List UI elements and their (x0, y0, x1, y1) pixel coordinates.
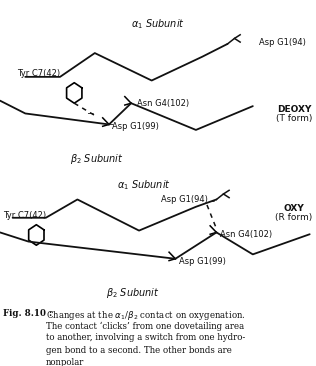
Text: $\beta_2$ Subunit: $\beta_2$ Subunit (70, 152, 123, 166)
Text: $\beta_2$ Subunit: $\beta_2$ Subunit (106, 286, 160, 300)
Text: nonpolar: nonpolar (46, 358, 84, 366)
Text: Changes at the $\alpha_1$/$\beta_2$ contact on oxygenation.: Changes at the $\alpha_1$/$\beta_2$ cont… (46, 309, 246, 322)
Text: (R form): (R form) (275, 213, 313, 222)
Text: Asn G4(102): Asn G4(102) (220, 230, 272, 239)
Text: DEOXY: DEOXY (277, 105, 311, 114)
Text: $\alpha_1$ Subunit: $\alpha_1$ Subunit (117, 178, 171, 192)
Text: The contact ‘clicks’ from one dovetailing area: The contact ‘clicks’ from one dovetailin… (46, 321, 244, 330)
Text: Asp G1(94): Asp G1(94) (161, 195, 208, 204)
Text: −: − (207, 196, 215, 205)
Text: −: − (106, 119, 114, 128)
Text: Asp G1(99): Asp G1(99) (179, 257, 225, 266)
Text: gen bond to a second. The other bonds are: gen bond to a second. The other bonds ar… (46, 346, 232, 355)
Text: −: − (86, 108, 94, 117)
Text: Asp G1(94): Asp G1(94) (259, 38, 306, 46)
Text: OXY: OXY (283, 204, 304, 213)
Text: Asn G4(102): Asn G4(102) (137, 99, 190, 108)
Text: (T form): (T form) (276, 115, 312, 123)
Text: to another, involving a switch from one hydro-: to another, involving a switch from one … (46, 333, 245, 343)
Text: Asp G1(99): Asp G1(99) (112, 122, 159, 131)
Text: Tyr C7(42): Tyr C7(42) (17, 69, 60, 78)
Text: Tyr C7(42): Tyr C7(42) (3, 212, 46, 220)
Text: Fig. 8.10 :: Fig. 8.10 : (3, 309, 55, 318)
Text: −: − (168, 253, 175, 262)
Text: $\alpha_1$ Subunit: $\alpha_1$ Subunit (131, 17, 185, 31)
